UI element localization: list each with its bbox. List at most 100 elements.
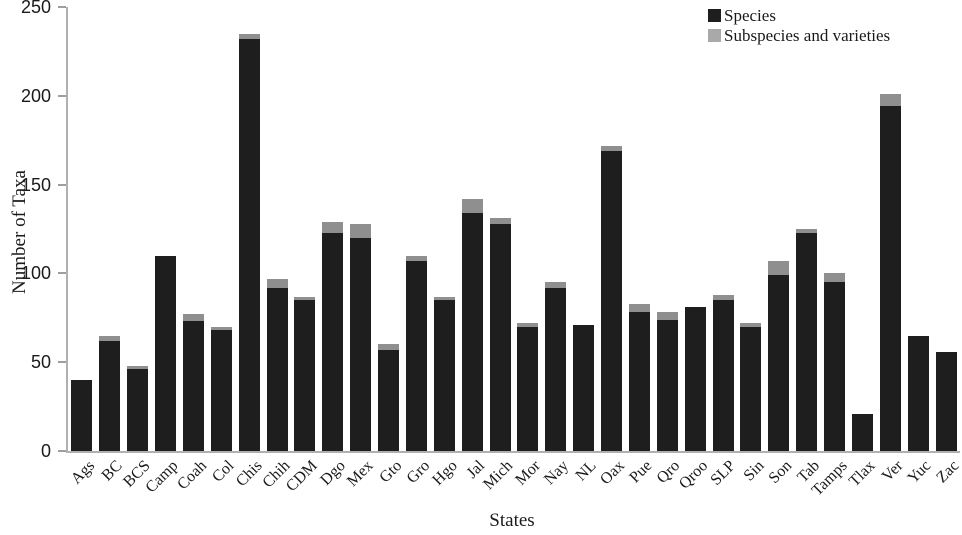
bar-segment-nl-species (573, 324, 595, 451)
bar-sin (737, 7, 765, 451)
bar-segment-dgo-subspecies-and-varieties (322, 221, 344, 233)
bar-stack-cdm (294, 7, 316, 451)
y-tick-label-200: 200 (20, 85, 51, 106)
bar-stack-yuc (907, 7, 929, 451)
bar-segment-tamps-subspecies-and-varieties (824, 273, 846, 283)
bar-segment-gto-species (378, 349, 400, 451)
y-tick-mark-150 (58, 183, 66, 186)
y-axis: 0 50 100 150 200 250 (0, 0, 66, 461)
y-tick-label-100: 100 (20, 263, 51, 284)
bar-segment-col-species (210, 330, 232, 451)
x-label-gro: Gro (403, 457, 433, 487)
bar-qroo (681, 7, 709, 451)
bar-segment-hgo-subspecies-and-varieties (433, 296, 455, 301)
bar-stack-hgo (433, 7, 455, 451)
x-label-dgo: Dgo (317, 457, 350, 489)
bar-zac (932, 7, 960, 451)
bar-segment-mor-species (517, 326, 539, 451)
bar-stack-oax (601, 7, 623, 451)
x-label-coah: Coah (173, 457, 210, 494)
x-label-camp: Camp (142, 457, 182, 497)
bar-segment-qro-species (656, 319, 678, 451)
x-label-cdm: CDM (283, 457, 322, 496)
legend: Species Subspecies and varieties (708, 5, 890, 45)
bar-segment-cdm-species (294, 300, 316, 451)
bar-segment-mex-species (350, 237, 372, 451)
bar-segment-hgo-species (433, 300, 455, 451)
bar-stack-qroo (684, 7, 706, 451)
bar-segment-gto-subspecies-and-varieties (378, 344, 400, 350)
bar-segment-slp-subspecies-and-varieties (712, 294, 734, 301)
bar-oax (598, 7, 626, 451)
bar-segment-zac-species (935, 351, 957, 451)
bar-segment-qro-subspecies-and-varieties (656, 312, 678, 320)
bar-stack-coah (182, 7, 204, 451)
bar-segment-pue-species (628, 312, 650, 451)
bar-segment-tab-species (796, 232, 818, 451)
x-label-gto: Gto (375, 457, 405, 487)
bar-segment-oax-species (601, 150, 623, 451)
legend-swatch-species (708, 8, 721, 22)
bar-nl (570, 7, 598, 451)
bar-stack-mex (350, 7, 372, 451)
x-label-zac: Zac (933, 457, 962, 487)
y-tick-label-250: 250 (20, 0, 51, 17)
x-label-qroo: Qroo (676, 457, 712, 493)
legend-row-subspecies-and-varieties: Subspecies and varieties (708, 25, 890, 45)
plot-area: Species Subspecies and varieties (66, 5, 960, 453)
bar-stack-mor (517, 7, 539, 451)
bar-segment-gro-subspecies-and-varieties (405, 255, 427, 261)
bar-stack-gto (378, 7, 400, 451)
bar-segment-mor-subspecies-and-varieties (517, 323, 539, 327)
bar-stack-ver (879, 7, 901, 451)
bar-stack-dgo (322, 7, 344, 451)
bar-stack-bc (99, 7, 121, 451)
y-tick-label-150: 150 (20, 174, 51, 195)
x-label-mor: Mor (512, 457, 545, 489)
legend-row-species: Species (708, 5, 890, 25)
bar-segment-col-subspecies-and-varieties (210, 326, 232, 331)
bar-segment-coah-subspecies-and-varieties (182, 314, 204, 322)
y-tick-label-50: 50 (30, 352, 51, 373)
bar-stack-nay (545, 7, 567, 451)
bar-dgo (319, 7, 347, 451)
bar-yuc (904, 7, 932, 451)
bar-mex (347, 7, 375, 451)
bar-segment-mich-subspecies-and-varieties (489, 218, 511, 224)
y-tick-mark-50 (58, 361, 66, 364)
x-label-nl: NL (572, 457, 601, 485)
bar-gro (403, 7, 431, 451)
legend-swatch-subspecies-and-varieties (708, 28, 721, 42)
bar-camp (152, 7, 180, 451)
bar-segment-chih-species (266, 287, 288, 451)
bar-mich (486, 7, 514, 451)
bar-segment-sin-subspecies-and-varieties (740, 323, 762, 327)
x-label-oax: Oax (597, 457, 628, 489)
x-label-son: Son (765, 457, 796, 487)
bar-segment-bcs-species (127, 369, 149, 451)
x-label-ver: Ver (878, 457, 907, 486)
bar-bc (96, 7, 124, 451)
bar-nay (542, 7, 570, 451)
x-label-pue: Pue (626, 457, 656, 487)
bar-stack-zac (935, 7, 957, 451)
bar-coah (180, 7, 208, 451)
bar-segment-cdm-subspecies-and-varieties (294, 296, 316, 301)
bar-segment-bc-subspecies-and-varieties (99, 335, 121, 341)
bar-segment-slp-species (712, 300, 734, 451)
y-tick-mark-200 (58, 94, 66, 97)
bar-mor (514, 7, 542, 451)
legend-label-subspecies-and-varieties: Subspecies and varieties (724, 25, 891, 45)
bar-segment-oax-subspecies-and-varieties (601, 145, 623, 151)
bar-segment-ver-species (879, 106, 901, 451)
bar-gto (375, 7, 403, 451)
bar-hgo (430, 7, 458, 451)
x-label-nay: Nay (541, 457, 573, 489)
bar-qro (653, 7, 681, 451)
bar-chis (235, 7, 263, 451)
bar-segment-ags-species (71, 379, 93, 451)
bar-stack-sin (740, 7, 762, 451)
bar-stack-nl (573, 7, 595, 451)
bar-segment-mex-subspecies-and-varieties (350, 223, 372, 238)
y-tick-mark-250 (58, 6, 66, 8)
